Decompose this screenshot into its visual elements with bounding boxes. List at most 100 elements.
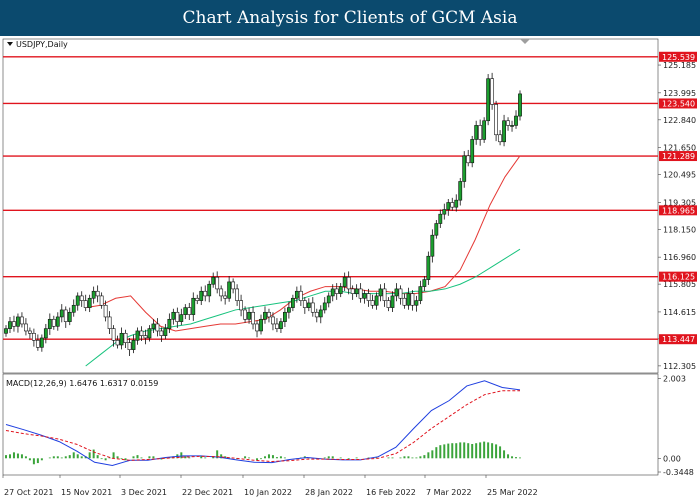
candle bbox=[446, 198, 451, 216]
candle bbox=[306, 298, 311, 312]
candle-body bbox=[458, 181, 463, 201]
macd-lines bbox=[5, 380, 521, 466]
candle-body bbox=[20, 316, 24, 325]
levels-layer: 125.539 123.540 121.289 118.965 116.125 113.4… bbox=[3, 51, 697, 345]
candle-body bbox=[342, 276, 347, 287]
candle-body bbox=[422, 279, 427, 287]
candle bbox=[227, 276, 232, 302]
candle-body bbox=[119, 332, 124, 346]
date-tick-label: 22 Dec 2021 bbox=[182, 488, 233, 497]
candle bbox=[143, 329, 148, 345]
candle-body bbox=[482, 120, 487, 140]
date-tick-label: 15 Nov 2021 bbox=[61, 488, 112, 497]
candle bbox=[378, 284, 383, 302]
candle-body bbox=[43, 328, 48, 339]
candle bbox=[290, 294, 295, 312]
date-tick-label: 28 Jan 2022 bbox=[305, 488, 353, 497]
candle-body bbox=[374, 295, 379, 306]
candle-body bbox=[410, 293, 415, 306]
candle bbox=[231, 278, 236, 294]
candle bbox=[286, 301, 291, 319]
price-tick-label: 125.185 bbox=[663, 61, 696, 70]
price-tick-label: 122.840 bbox=[663, 116, 696, 125]
level-label: 113.447 bbox=[662, 335, 695, 344]
date-tick-label: 7 Mar 2022 bbox=[426, 488, 472, 497]
candle-body bbox=[99, 295, 104, 306]
candle-body bbox=[414, 300, 419, 306]
candle bbox=[167, 313, 172, 334]
price-tick-label: 119.305 bbox=[663, 198, 696, 207]
candle-body bbox=[466, 155, 471, 164]
candle-body bbox=[490, 78, 495, 105]
candle bbox=[330, 284, 335, 302]
candle-body bbox=[67, 311, 72, 322]
candle-body bbox=[255, 323, 259, 332]
candle-body bbox=[338, 286, 343, 294]
candle bbox=[271, 312, 275, 331]
candle bbox=[239, 294, 243, 317]
level-label: 118.965 bbox=[662, 206, 695, 215]
macd-tick-label: -0.3448 bbox=[663, 468, 694, 477]
candle-body bbox=[402, 297, 407, 306]
price-pane bbox=[2, 38, 659, 374]
candle bbox=[410, 290, 415, 311]
candle-body bbox=[63, 309, 68, 322]
candle-body bbox=[326, 295, 331, 304]
candle bbox=[187, 302, 192, 320]
candle-body bbox=[203, 290, 208, 297]
candle-body bbox=[71, 304, 76, 313]
candle bbox=[203, 285, 208, 302]
candle bbox=[51, 315, 56, 330]
candle bbox=[63, 306, 68, 328]
candle-body bbox=[139, 330, 144, 336]
candle-body bbox=[318, 309, 323, 318]
candle-body bbox=[75, 295, 80, 306]
candle bbox=[474, 120, 479, 145]
candle-body bbox=[322, 302, 327, 311]
candle-body bbox=[354, 288, 359, 294]
candle-body bbox=[187, 307, 192, 315]
candle-body bbox=[498, 134, 502, 143]
candle-body bbox=[290, 297, 295, 308]
level-label: 125.539 bbox=[662, 53, 695, 62]
candle bbox=[454, 194, 459, 212]
candle-body bbox=[430, 234, 435, 257]
candle-body bbox=[4, 328, 8, 334]
triangle-icon bbox=[7, 42, 13, 46]
candle bbox=[131, 334, 136, 354]
candle bbox=[318, 305, 323, 324]
candles-layer bbox=[4, 72, 522, 356]
candle bbox=[362, 290, 367, 304]
level-tag bbox=[659, 151, 697, 162]
candle-body bbox=[111, 328, 116, 341]
candle bbox=[326, 292, 331, 308]
candle bbox=[418, 280, 423, 305]
candle-body bbox=[286, 307, 291, 313]
candle bbox=[199, 286, 204, 306]
candle-body bbox=[167, 318, 172, 329]
candle bbox=[426, 251, 431, 285]
candle bbox=[490, 72, 495, 110]
candle-body bbox=[390, 295, 395, 308]
candle bbox=[235, 284, 240, 306]
macd-tick-label: 0.00 bbox=[663, 454, 681, 463]
candle-body bbox=[95, 290, 100, 297]
candle bbox=[334, 283, 339, 300]
candle bbox=[4, 325, 8, 337]
candle-body bbox=[510, 125, 514, 127]
price-tick-label: 123.995 bbox=[663, 89, 696, 98]
candle-body bbox=[31, 332, 36, 341]
candle bbox=[354, 284, 359, 298]
candle-body bbox=[406, 293, 411, 306]
date-tick-label: 16 Feb 2022 bbox=[366, 488, 416, 497]
price-tick-label: 116.960 bbox=[663, 253, 696, 262]
candle bbox=[207, 280, 212, 303]
candle-body bbox=[127, 342, 132, 350]
candle bbox=[183, 304, 188, 320]
candle-body bbox=[211, 276, 216, 285]
candle-body bbox=[310, 302, 315, 313]
date-tick-label: 25 Mar 2022 bbox=[487, 488, 538, 497]
candle bbox=[366, 288, 371, 307]
candle-body bbox=[446, 202, 451, 210]
candle bbox=[99, 292, 104, 309]
